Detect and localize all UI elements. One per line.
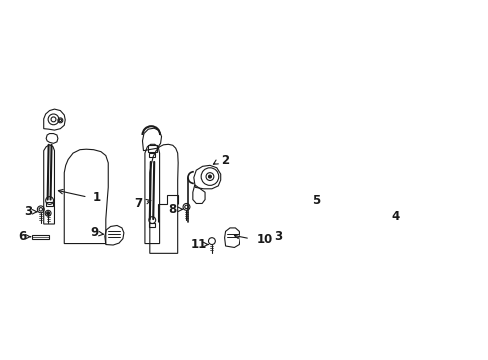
Text: 3: 3 — [24, 205, 32, 218]
Bar — [147, 145, 156, 152]
Circle shape — [46, 212, 49, 215]
Text: 9: 9 — [90, 226, 99, 239]
Bar — [46, 202, 53, 206]
Text: 2: 2 — [220, 154, 228, 167]
Text: 4: 4 — [391, 210, 399, 223]
Text: 6: 6 — [18, 230, 26, 243]
Text: 7: 7 — [134, 197, 142, 210]
Bar — [149, 153, 155, 157]
Text: 1: 1 — [92, 190, 101, 204]
Bar — [149, 223, 155, 227]
Text: 3: 3 — [274, 230, 282, 243]
Circle shape — [306, 202, 308, 204]
Text: 5: 5 — [311, 194, 320, 207]
Text: 11: 11 — [191, 238, 207, 251]
Text: 10: 10 — [256, 233, 272, 246]
Text: 8: 8 — [168, 203, 177, 216]
Circle shape — [208, 175, 211, 178]
